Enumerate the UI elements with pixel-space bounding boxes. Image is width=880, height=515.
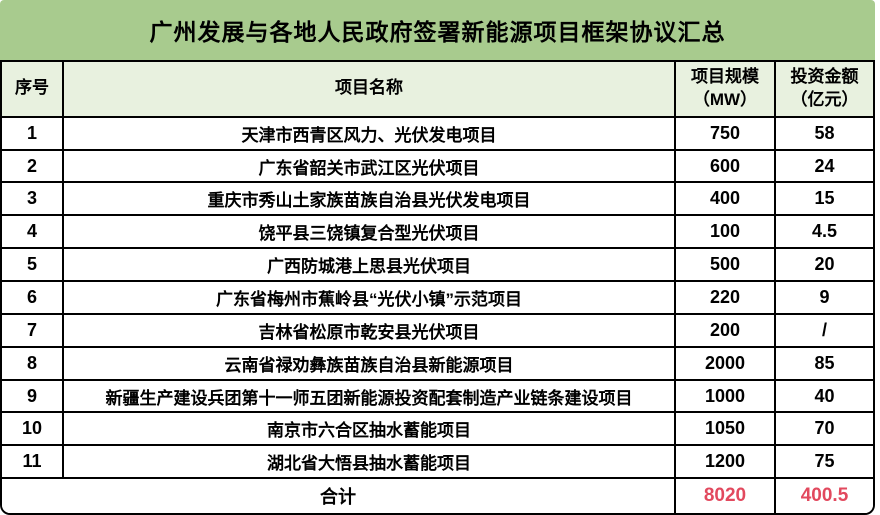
investment-cell: 24 (814, 155, 835, 176)
scale-cell: 2000 (676, 347, 776, 379)
investment-cell: 4.5 (811, 221, 838, 242)
table-row: 5 广西防城港上思县光伏项目 500 20 (2, 249, 873, 283)
table-row: 10 南京市六合区抽水蓄能项目 1050 70 (2, 413, 873, 447)
project-name-cell: 云南省禄劝彝族苗族自治县新能源项目 (64, 347, 676, 379)
row-serial-cell: 10 (2, 413, 64, 445)
project-name-cell: 饶平县三饶镇复合型光伏项目 (64, 216, 676, 248)
row-serial-cell: 11 (2, 446, 64, 478)
header-project-name: 项目名称 (64, 62, 676, 116)
row-serial-cell: 8 (2, 347, 64, 379)
row-serial-cell: 1 (2, 117, 64, 149)
investment-cell: 85 (814, 352, 835, 373)
investment-cell: 40 (814, 385, 835, 406)
project-name-cell: 广东省梅州市蕉岭县“光伏小镇”示范项目 (64, 282, 676, 313)
project-name-cell: 南京市六合区抽水蓄能项目 (64, 413, 676, 445)
investment-cell: 15 (814, 188, 835, 209)
table-row: 9 新疆生产建设兵团第十一师五团新能源投资配套制造产业链条建设项目 1000 4… (2, 380, 873, 414)
scale-cell: 200 (676, 314, 776, 346)
scale-cell: 1050 (676, 413, 776, 445)
table-row: 1 天津市西青区风力、光伏发电项目 750 58 (2, 117, 873, 151)
total-label: 合计 (2, 479, 676, 513)
scale-cell: 500 (676, 249, 776, 281)
table-title: 广州发展与各地人民政府签署新能源项目框架协议汇总 (149, 19, 726, 45)
scale-cell: 400 (676, 183, 776, 215)
table-row: 2 广东省韶关市武江区光伏项目 600 24 (2, 150, 873, 184)
project-name-cell: 湖北省大悟县抽水蓄能项目 (64, 446, 676, 478)
row-serial-cell: 5 (2, 249, 64, 281)
table-row: 3 重庆市秀山土家族苗族自治县光伏发电项目 400 15 (2, 183, 873, 217)
scale-cell: 750 (676, 117, 776, 149)
scale-cell: 600 (676, 150, 776, 182)
project-name-cell: 广西防城港上思县光伏项目 (64, 249, 676, 281)
project-name-cell: 天津市西青区风力、光伏发电项目 (64, 117, 676, 149)
table-row: 7 吉林省松原市乾安县光伏项目 200 / (2, 314, 873, 348)
project-name-cell: 重庆市秀山土家族苗族自治县光伏发电项目 (64, 183, 676, 215)
investment-cell: 20 (814, 254, 835, 275)
project-name-cell: 广东省韶关市武江区光伏项目 (64, 150, 676, 182)
row-serial-cell: 4 (2, 216, 64, 248)
investment-cell: 9 (819, 286, 830, 307)
row-serial-cell: 6 (2, 282, 64, 313)
table-row: 6 广东省梅州市蕉岭县“光伏小镇”示范项目 220 9 (2, 282, 873, 315)
scale-cell: 1200 (676, 446, 776, 478)
row-serial-cell: 7 (2, 314, 64, 346)
row-serial-cell: 9 (2, 380, 64, 412)
total-investment-value: 400.5 (800, 485, 849, 507)
scale-cell: 100 (676, 216, 776, 248)
investment-cell: 75 (814, 451, 835, 472)
project-name-cell: 吉林省松原市乾安县光伏项目 (64, 314, 676, 346)
row-serial-cell: 3 (2, 183, 64, 215)
header-investment-amount: 投资金额 （亿元） (790, 66, 859, 109)
project-name-cell: 新疆生产建设兵团第十一师五团新能源投资配套制造产业链条建设项目 (64, 380, 676, 412)
table-row: 4 饶平县三饶镇复合型光伏项目 100 4.5 (2, 216, 873, 250)
scale-cell: 220 (676, 282, 776, 313)
summary-table: 序号 项目名称 项目规模 （MW） 投资金额 （亿元） 1 天津市西青区风力、光… (0, 62, 875, 515)
investment-cell: / (821, 319, 827, 340)
row-serial-cell: 2 (2, 150, 64, 182)
table-header-row: 序号 项目名称 项目规模 （MW） 投资金额 （亿元） (2, 62, 873, 118)
investment-cell: 58 (814, 122, 835, 143)
table-row: 8 云南省禄劝彝族苗族自治县新能源项目 2000 85 (2, 347, 873, 381)
table-title-bar: 广州发展与各地人民政府签署新能源项目框架协议汇总 (0, 0, 875, 62)
total-row: 合计 8020 400.5 (2, 479, 873, 513)
header-project-scale: 项目规模 （MW） (676, 62, 776, 116)
scale-cell: 1000 (676, 380, 776, 412)
total-scale-value: 8020 (676, 479, 776, 513)
investment-cell: 70 (814, 418, 835, 439)
table-row: 11 湖北省大悟县抽水蓄能项目 1200 75 (2, 446, 873, 480)
header-serial-number: 序号 (2, 62, 64, 116)
